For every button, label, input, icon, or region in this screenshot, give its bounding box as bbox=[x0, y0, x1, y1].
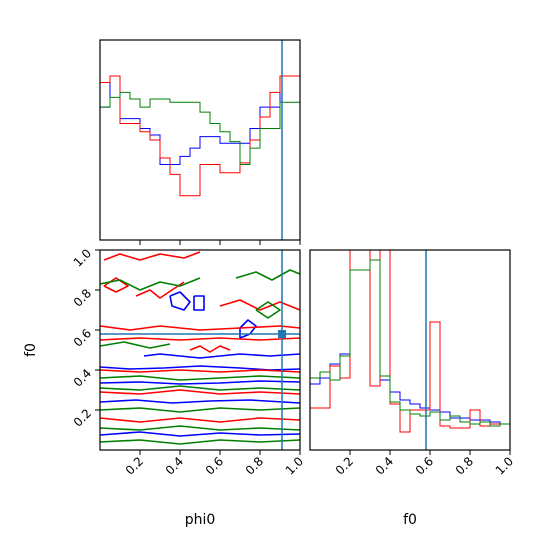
contour-line-3 bbox=[100, 431, 300, 437]
contour-line-17 bbox=[189, 345, 231, 353]
f0-histogram-frame bbox=[309, 249, 511, 451]
contour-line-8 bbox=[100, 325, 300, 331]
contour-line-7 bbox=[143, 353, 300, 359]
contour-line-21 bbox=[100, 425, 300, 431]
contour-line-22 bbox=[100, 439, 300, 445]
phi0-histogram-frame bbox=[99, 39, 301, 241]
phi0-histogram-ticks bbox=[139, 240, 301, 245]
x-axis-label-phi0: phi0 bbox=[185, 512, 216, 528]
phi0-histogram-series-1 bbox=[100, 75, 300, 240]
contour-line-13 bbox=[103, 251, 201, 261]
contour-lines bbox=[100, 251, 300, 445]
contour-line-15 bbox=[135, 281, 185, 299]
phi0-histogram-series-2 bbox=[100, 91, 300, 240]
y-axis-label-f0: f0 bbox=[23, 343, 39, 357]
contour-line-5 bbox=[193, 295, 205, 311]
phi0-histogram-series-0 bbox=[100, 75, 300, 240]
phi0-histogram-panel bbox=[99, 39, 301, 245]
contour-truth-marker bbox=[278, 330, 286, 338]
contour-line-19 bbox=[100, 385, 300, 391]
contour-line-23 bbox=[100, 277, 201, 291]
contour-line-10 bbox=[100, 369, 300, 373]
contour-line-24 bbox=[235, 269, 300, 281]
contour-line-12 bbox=[100, 417, 300, 423]
contour-line-9 bbox=[100, 337, 300, 341]
contour-frame bbox=[99, 249, 301, 451]
contour-line-16 bbox=[219, 299, 300, 311]
contour-line-26 bbox=[100, 341, 171, 349]
f0-histogram-series-2 bbox=[310, 259, 510, 450]
contour-line-1 bbox=[100, 380, 300, 385]
contour-line-25 bbox=[255, 301, 281, 319]
contour-line-4 bbox=[169, 291, 191, 311]
x-axis-label-f0: f0 bbox=[403, 512, 417, 528]
contour-line-18 bbox=[100, 375, 300, 381]
contour-line-2 bbox=[100, 399, 300, 404]
contour-line-20 bbox=[100, 407, 300, 413]
phi0-histogram-series bbox=[100, 75, 300, 240]
f0-histogram-series bbox=[310, 250, 510, 450]
contour-line-14 bbox=[103, 277, 129, 293]
contour-line-11 bbox=[100, 389, 300, 395]
